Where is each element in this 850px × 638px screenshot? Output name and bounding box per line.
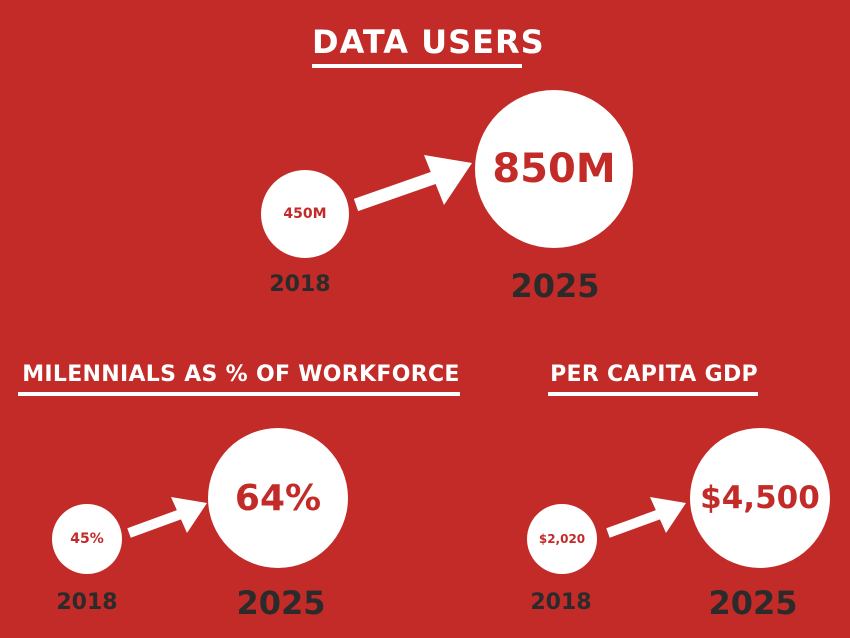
gdp-title: PER CAPITA GDP xyxy=(550,362,758,387)
data-users-2025-year: 2025 xyxy=(510,267,600,305)
arrow-right-icon xyxy=(127,497,207,538)
millennials-2025-circle: 64% xyxy=(208,428,348,568)
millennials-2025-year: 2025 xyxy=(236,584,326,622)
millennials-title: MILENNIALS AS % OF WORKFORCE xyxy=(22,362,460,387)
gdp-2018-circle: $2,020 xyxy=(527,504,597,574)
gdp-2018-value: $2,020 xyxy=(538,532,586,546)
gdp-title-underline xyxy=(548,392,758,396)
data-users-2025-circle: 850M xyxy=(475,90,633,248)
millennials-2025-value: 64% xyxy=(234,477,322,519)
arrow-right-icon xyxy=(353,155,472,212)
gdp-2025-year: 2025 xyxy=(708,584,798,622)
arrow-right-icon xyxy=(606,497,686,538)
gdp-2018-year: 2018 xyxy=(530,590,592,615)
data-users-title-underline xyxy=(312,64,522,68)
millennials-2018-circle: 45% xyxy=(52,504,122,574)
data-users-title: DATA USERS xyxy=(312,23,545,61)
millennials-title-underline xyxy=(18,392,460,396)
millennials-2018-year: 2018 xyxy=(56,590,118,615)
data-users-2018-year: 2018 xyxy=(269,272,331,297)
gdp-2025-circle: $4,500 xyxy=(690,428,830,568)
gdp-2025-value: $4,500 xyxy=(700,480,820,516)
data-users-2018-circle: 450M xyxy=(261,170,349,258)
data-users-2018-value: 450M xyxy=(283,206,327,222)
data-users-2025-value: 850M xyxy=(492,146,616,192)
millennials-2018-value: 45% xyxy=(70,531,104,547)
